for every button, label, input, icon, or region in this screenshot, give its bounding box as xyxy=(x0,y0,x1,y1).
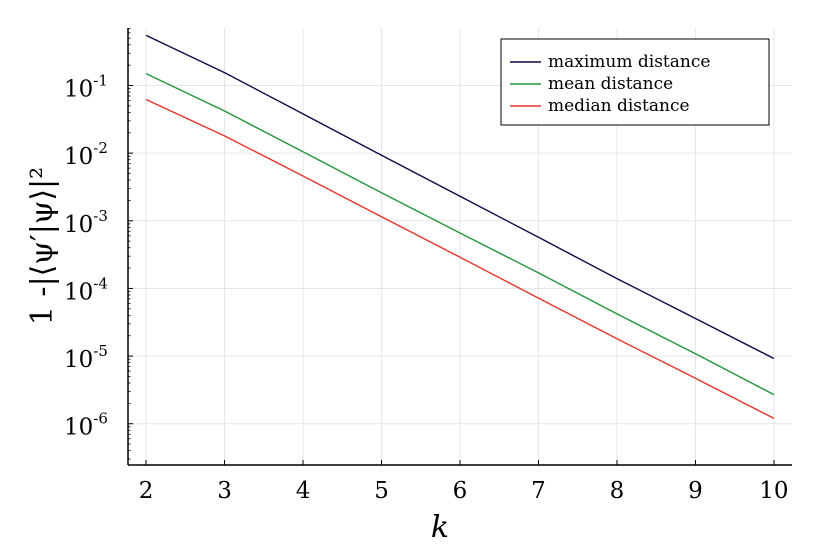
x-tick-label: 4 xyxy=(296,478,311,504)
y-tick-exponent: -5 xyxy=(93,342,108,360)
series-line-maximum-distance xyxy=(145,34,775,360)
y-tick-exponent: -4 xyxy=(93,274,108,292)
x-axis-label: k xyxy=(431,510,449,544)
series-group xyxy=(145,34,775,420)
y-tick-exponent: -2 xyxy=(93,139,108,157)
x-tick-label: 9 xyxy=(688,478,703,504)
x-tick-label: 10 xyxy=(759,478,788,504)
legend-label: median distance xyxy=(548,96,690,116)
y-tick-exponent: -1 xyxy=(93,72,108,90)
x-tick-label: 8 xyxy=(610,478,625,504)
y-tick-base: 10 xyxy=(64,279,93,305)
y-tick-label: 10-5 xyxy=(64,342,108,373)
legend-label: mean distance xyxy=(548,74,673,94)
x-tick-label: 3 xyxy=(217,478,232,504)
x-tick-label: 7 xyxy=(531,478,546,504)
y-tick-base: 10 xyxy=(64,77,93,103)
x-tick-label: 2 xyxy=(139,478,154,504)
y-axis-label: 1 -|⟨ψ′|ψ⟩|² xyxy=(25,167,60,325)
series-line-mean-distance xyxy=(145,72,775,396)
series-line-median-distance xyxy=(145,98,775,420)
y-tick-label: 10-6 xyxy=(64,410,108,441)
y-tick-base: 10 xyxy=(64,144,93,170)
y-tick-base: 10 xyxy=(64,347,93,373)
x-tick-label: 6 xyxy=(453,478,468,504)
y-tick-label: 10-3 xyxy=(64,207,108,238)
legend-label: maximum distance xyxy=(548,52,710,72)
y-tick-exponent: -6 xyxy=(93,410,108,428)
y-tick-exponent: -3 xyxy=(93,207,108,225)
y-tick-label: 10-2 xyxy=(64,139,108,170)
y-tick-base: 10 xyxy=(64,212,93,238)
y-tick-label: 10-1 xyxy=(64,72,108,103)
x-tick-label: 5 xyxy=(374,478,389,504)
y-tick-label: 10-4 xyxy=(64,274,108,305)
y-tick-base: 10 xyxy=(64,415,93,441)
legend-box xyxy=(500,38,770,126)
